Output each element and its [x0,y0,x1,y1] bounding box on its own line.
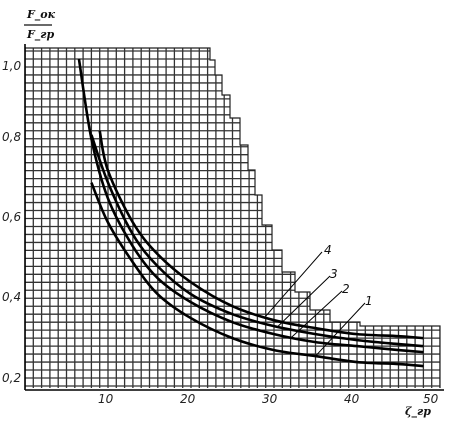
grid-boundary [25,47,441,388]
y-tick-label: 0,2 [2,371,21,385]
axes [24,44,444,391]
curve-3 [90,134,424,348]
curve-1 [90,182,424,368]
x-label: ζ_гр [405,405,431,419]
curves [77,58,424,368]
leader-line [265,251,323,317]
x-tick-label: 40 [344,392,360,406]
curve-2 [77,58,424,354]
leader-line [290,290,343,339]
curve-label-3: 3 [330,267,338,281]
leader-line [315,302,366,357]
curve-label-2: 2 [342,282,350,296]
curve-4 [98,130,424,340]
y-tick-label: 0,8 [2,130,21,144]
x-tick-label: 30 [262,392,278,406]
y-label-denominator: F_гр [26,28,54,42]
x-tick-label: 20 [180,392,196,406]
leader-line [277,275,331,327]
curve-leaders [265,251,366,357]
x-tick-label: 10 [98,392,114,406]
curve-label-4: 4 [324,243,332,257]
x-tick-label: 50 [423,392,439,406]
y-tick-label: 1,0 [2,59,21,73]
curve-label-1: 1 [365,294,373,308]
y-tick-label: 0,4 [2,290,21,304]
y-label-numerator: F_ок [26,8,56,22]
y-tick-label: 0,6 [2,210,21,224]
